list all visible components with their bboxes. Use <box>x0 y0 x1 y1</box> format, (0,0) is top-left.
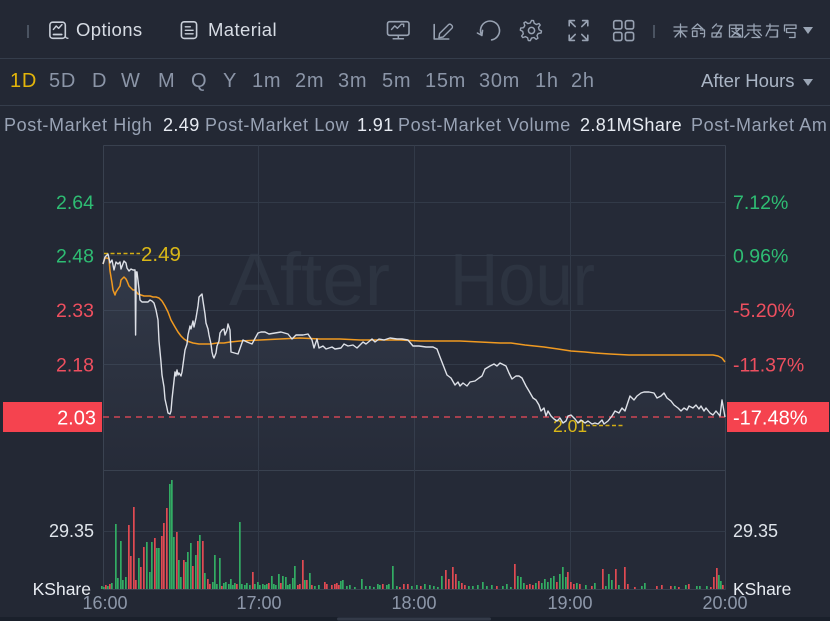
svg-text:KShare: KShare <box>33 579 91 599</box>
svg-text:-11.37%: -11.37% <box>733 355 804 377</box>
svg-text:16:00: 16:00 <box>82 593 127 613</box>
svg-text:After: After <box>229 238 390 321</box>
svg-text:2.33: 2.33 <box>56 300 94 322</box>
svg-text:2.49: 2.49 <box>141 243 181 266</box>
svg-text:29.35: 29.35 <box>733 521 778 541</box>
svg-text:29.35: 29.35 <box>49 521 94 541</box>
svg-text:20:00: 20:00 <box>702 593 747 613</box>
svg-text:7.12%: 7.12% <box>733 192 788 214</box>
svg-text:2.03: 2.03 <box>57 408 96 430</box>
svg-text:2.18: 2.18 <box>56 355 94 377</box>
svg-text:17:00: 17:00 <box>236 593 281 613</box>
svg-text:KShare: KShare <box>733 579 791 599</box>
svg-text:2.64: 2.64 <box>56 192 94 214</box>
svg-text:-17.48%: -17.48% <box>733 408 808 430</box>
svg-text:2.48: 2.48 <box>56 246 94 268</box>
svg-text:19:00: 19:00 <box>547 593 592 613</box>
svg-text:18:00: 18:00 <box>391 593 436 613</box>
svg-text:0.96%: 0.96% <box>733 246 788 268</box>
svg-text:-5.20%: -5.20% <box>733 300 795 322</box>
